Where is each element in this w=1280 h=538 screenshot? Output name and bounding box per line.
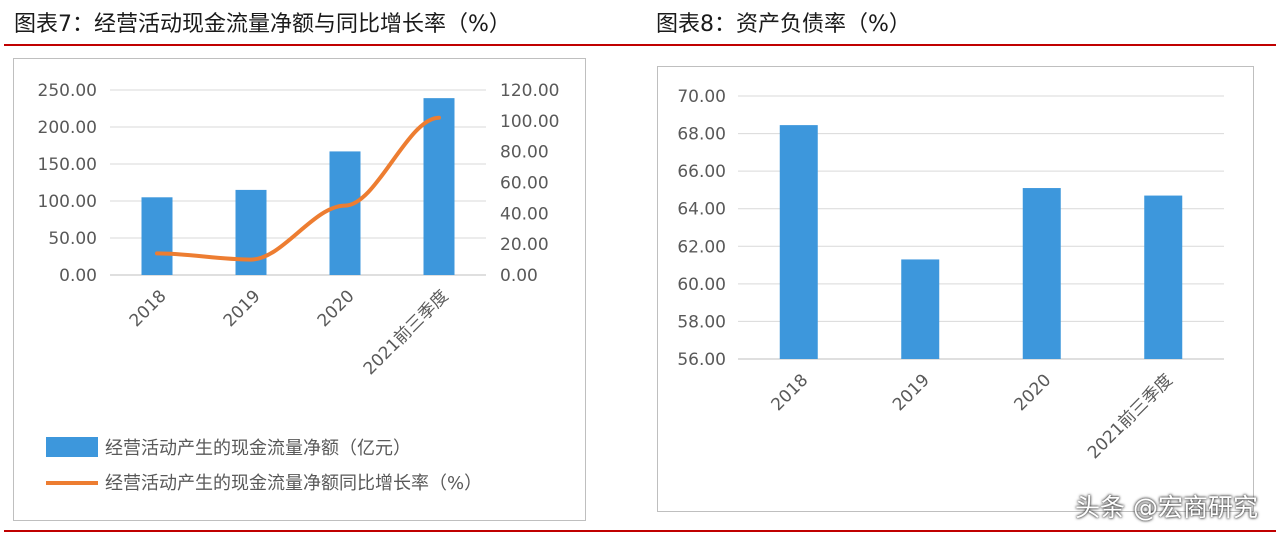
y2-tick-label: 120.00 bbox=[500, 81, 559, 101]
chart8-svg: 56.00 58.00 60.00 62.00 64.00 66.00 68.00 70.00… bbox=[677, 87, 1224, 463]
x-tick-label: 2019 bbox=[889, 370, 934, 415]
y-tick-label: 60.00 bbox=[677, 275, 726, 295]
watermark: 头条 @宏商研究 bbox=[1075, 493, 1258, 522]
bar bbox=[423, 98, 455, 275]
y2-tick-label: 20.00 bbox=[500, 235, 549, 255]
bar bbox=[901, 259, 940, 359]
bar bbox=[1144, 195, 1183, 359]
y2-tick-label: 0.00 bbox=[500, 266, 538, 286]
line-series bbox=[155, 115, 441, 262]
y-tick-label: 150.00 bbox=[38, 155, 97, 175]
y-tick-label: 100.00 bbox=[38, 192, 97, 212]
y-tick-label: 200.00 bbox=[38, 118, 97, 138]
y2-tick-label: 40.00 bbox=[500, 204, 549, 224]
x-tick-label: 2019 bbox=[220, 286, 265, 331]
y2-tick-label: 60.00 bbox=[500, 174, 549, 194]
y-tick-label: 50.00 bbox=[48, 229, 97, 249]
bar bbox=[1022, 188, 1061, 359]
y-tick-label: 0.00 bbox=[59, 266, 97, 286]
y2-tick-label: 100.00 bbox=[500, 112, 559, 132]
legend-swatch-bar bbox=[46, 437, 98, 457]
bar bbox=[779, 125, 818, 359]
x-tick-label: 2018 bbox=[126, 286, 171, 331]
chart8-panel: 56.00 58.00 60.00 62.00 64.00 66.00 68.00 70.00… bbox=[657, 66, 1254, 512]
y-tick-label: 56.00 bbox=[677, 350, 726, 370]
y-tick-label: 70.00 bbox=[677, 87, 726, 107]
y-tick-label: 62.00 bbox=[677, 237, 726, 257]
chart7-svg: 0.00 50.00 100.00 150.00 200.00 250.00 0.00 20.… bbox=[38, 81, 560, 494]
y2-tick-label: 80.00 bbox=[500, 143, 549, 163]
bar bbox=[329, 151, 361, 275]
bottom-rule bbox=[4, 530, 1276, 532]
bar bbox=[141, 197, 173, 275]
x-tick-label: 2020 bbox=[314, 286, 359, 331]
y-tick-label: 68.00 bbox=[677, 125, 726, 145]
top-rule bbox=[4, 44, 1276, 46]
chart7-heading: 图表7：经营活动现金流量净额与同比增长率（%） bbox=[14, 12, 511, 37]
bar bbox=[235, 189, 267, 275]
chart7-panel: 0.00 50.00 100.00 150.00 200.00 250.00 0.00 20.… bbox=[13, 58, 586, 521]
y-tick-label: 64.00 bbox=[677, 200, 726, 220]
chart8-heading: 图表8：资产负债率（%） bbox=[656, 12, 911, 37]
legend-label-line: 经营活动产生的现金流量净额同比增长率（%） bbox=[105, 473, 482, 494]
legend-label-bar: 经营活动产生的现金流量净额（亿元） bbox=[105, 438, 411, 459]
y-tick-label: 58.00 bbox=[677, 312, 726, 332]
x-tick-label: 2020 bbox=[1011, 370, 1056, 415]
x-tick-label: 2021前三季度 bbox=[360, 286, 453, 379]
x-tick-label: 2018 bbox=[768, 370, 813, 415]
y-tick-label: 66.00 bbox=[677, 162, 726, 182]
y-tick-label: 250.00 bbox=[38, 81, 97, 101]
x-tick-label: 2021前三季度 bbox=[1084, 370, 1177, 463]
